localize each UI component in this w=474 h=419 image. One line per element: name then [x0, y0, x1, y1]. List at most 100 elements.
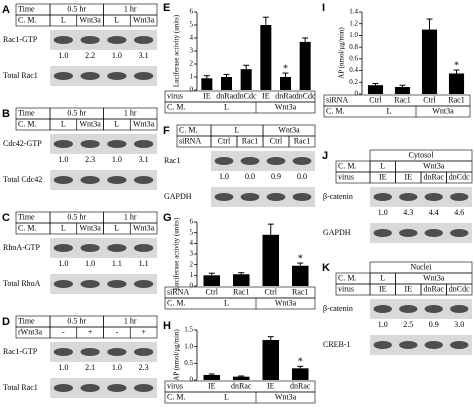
header-cell: + [88, 327, 93, 336]
band-quant: 0.9 [271, 172, 281, 181]
y-tick-label: 4 [190, 239, 194, 247]
header-label: siRNA [179, 136, 201, 145]
bar [240, 69, 252, 90]
row-label: siRNA [326, 95, 348, 104]
header-cell: L [61, 119, 66, 128]
blot-membrane [50, 66, 157, 86]
blot-band [450, 193, 469, 201]
band-quant: 2.2 [85, 51, 95, 60]
y-tick-label: 3 [190, 47, 194, 55]
band-quant: 1.0 [112, 155, 122, 164]
blot-band [399, 305, 418, 313]
y-tick-label: 1 [190, 73, 194, 81]
panel-letter: E [163, 2, 170, 14]
x-tick-label: IE [203, 91, 211, 100]
header-cell: 1 hr [124, 212, 137, 221]
y-axis-label: Luciferase activity (units) [173, 14, 181, 87]
blot-membrane [211, 187, 315, 207]
header-cell: Wnt3a [79, 15, 101, 24]
band-quant: 4.4 [429, 208, 439, 217]
blot-band [266, 157, 286, 165]
blot-band [450, 229, 469, 237]
table-cell [129, 14, 158, 27]
table-cell [446, 171, 473, 184]
table-cell [288, 135, 316, 148]
header-cell: Ctrl [270, 136, 283, 145]
table-cell [129, 222, 158, 235]
panel-letter: A [2, 4, 10, 16]
x-tick-label: IE [208, 381, 216, 390]
group-label: Wnt3a [275, 102, 297, 111]
blot-band [107, 72, 127, 80]
bar [232, 376, 250, 380]
header-cell: IE [379, 172, 387, 181]
blot-label: Rac1-GTP [3, 35, 38, 44]
header-cell: L [380, 273, 385, 282]
panel-letter: C [2, 212, 10, 224]
blot-band [133, 140, 154, 148]
blot-band [133, 348, 154, 356]
table-cell [164, 391, 316, 404]
header-label: C. M. [338, 161, 356, 170]
y-tick-label: 0.8 [349, 43, 358, 51]
blot-band [292, 193, 312, 201]
header-cell: Rac1 [242, 136, 258, 145]
table-cell [129, 326, 158, 339]
bar [232, 274, 250, 286]
blot-band [53, 384, 74, 392]
blot-title: Nuclei [410, 262, 432, 271]
row-label: C. M. [326, 106, 344, 115]
panel-letter: D [2, 316, 10, 328]
x-tick-label: dnRac [216, 91, 237, 100]
header-cell: 1 hr [124, 108, 137, 117]
table-cell [164, 101, 316, 114]
header-cell: 0.5 hr [67, 212, 86, 221]
header-label: rWnt3a [18, 327, 42, 336]
band-quant: 1.0 [112, 51, 122, 60]
band-quant: 1.0 [58, 363, 68, 372]
header-cell: 1 hr [124, 316, 137, 325]
header-label: Time [18, 212, 35, 221]
blot-band [53, 140, 74, 148]
blot-band [373, 305, 392, 313]
table-cell [446, 283, 473, 296]
blot-band [133, 72, 154, 80]
blot-band [53, 72, 74, 80]
x-tick-label: Rac1 [448, 95, 464, 104]
header-cell: L [114, 15, 119, 24]
header-cell: Rac1 [294, 136, 310, 145]
blot-band [399, 341, 418, 349]
blot-label: Total Rac1 [3, 71, 38, 80]
blot-band [80, 72, 100, 80]
group-label: L [224, 298, 229, 307]
header-cell: L [114, 223, 119, 232]
header-cell: Wnt3a [79, 223, 101, 232]
y-tick-label: 1.4 [349, 8, 358, 16]
table-cell [129, 118, 158, 131]
blot-band [133, 244, 154, 252]
blot-label: GAPDH [323, 228, 351, 237]
blot-membrane [50, 378, 157, 398]
bar [201, 78, 213, 90]
band-quant: 1.0 [58, 155, 68, 164]
blot-band [292, 157, 312, 165]
x-tick-label: dnRac [275, 91, 296, 100]
panel-letter: H [163, 320, 171, 332]
blot-band [133, 384, 154, 392]
blot-band [107, 140, 127, 148]
blot-band [133, 280, 154, 288]
header-cell: Wnt3a [133, 119, 155, 128]
blot-band [53, 36, 74, 44]
bar [291, 265, 309, 286]
band-quant: 1.0 [112, 363, 122, 372]
blot-band [53, 348, 74, 356]
blot-band [399, 193, 418, 201]
header-label: C. M. [18, 15, 36, 24]
y-tick-label: 5 [190, 21, 194, 29]
y-tick-label: 2 [190, 60, 194, 68]
x-tick-label: dnCdc [236, 91, 257, 100]
blot-membrane [50, 238, 157, 258]
blot-membrane [50, 134, 157, 154]
group-label: Wnt3a [432, 106, 454, 115]
table-cell [323, 105, 471, 118]
